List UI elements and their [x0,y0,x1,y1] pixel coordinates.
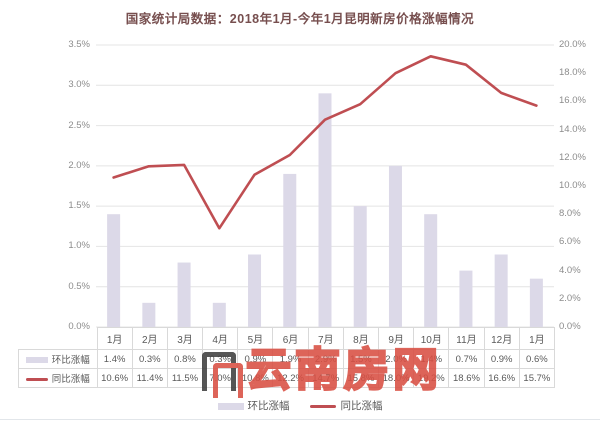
value-cell: 16.6% [483,368,520,388]
legend-item-mom: 环比涨幅 [217,400,290,412]
value-cell: 2.0% [377,349,415,369]
bar-6月 [283,173,297,327]
month-header-cell: 9月 [377,327,415,350]
y-axis-left-tick: 0.5% [68,280,90,292]
yoy-line-swatch-icon [310,404,337,408]
y-axis-left-tick: 0.0% [68,321,90,332]
bar-swatch-icon [25,357,48,364]
value-cell: 18.6% [448,368,485,388]
y-axis-left-tick: 1.5% [68,200,90,212]
line-swatch-icon [25,377,48,381]
value-cell: 2.9% [307,349,344,369]
legend-item-yoy: 同比涨幅 [310,400,382,412]
bar-8月 [353,206,367,327]
value-cell: 0.8% [166,349,204,369]
month-header-cell: 10月 [413,327,450,350]
bar-12月 [494,254,508,327]
bar-2月 [142,302,156,327]
value-cell: 0.9% [237,349,274,369]
value-cell: 1.5% [342,349,380,369]
y-axis-right-tick: 14.0% [559,123,586,135]
month-header-cell: 5月 [237,327,274,350]
y-axis-right-tick: 8.0% [559,208,581,220]
y-axis-right-tick: 18.0% [559,67,586,79]
value-cell: 1.9% [272,349,309,369]
y-axis-left-tick: 3.5% [68,39,90,50]
bar-4月 [212,302,226,327]
value-cell: 18.0% [377,368,415,388]
value-cell: 12.2% [272,368,309,388]
value-cell: 11.4% [131,368,168,388]
month-header-cell: 1月 [518,327,556,350]
value-cell: 0.7% [448,349,485,369]
value-cell: 0.3% [202,349,239,369]
value-cell: 14.7% [307,368,344,388]
bar-10月 [424,214,438,327]
month-header-cell: 11月 [448,327,485,350]
legend-yoy-label: 同比涨幅 [340,400,383,412]
table-corner-cell [19,328,98,350]
bar-1月 [107,214,121,327]
value-cell: 15.8% [342,368,380,388]
y-axis-right-tick: 2.0% [559,292,581,304]
bottom-divider [0,419,600,420]
month-header-cell: 12月 [483,327,520,350]
bar-11月 [459,270,473,327]
y-axis-right-tick: 10.0% [559,180,586,191]
value-cell: 11.5% [166,368,204,388]
month-header-cell: 7月 [307,327,344,350]
series-name: 同比涨幅 [51,374,90,385]
value-cell: 15.7% [518,368,556,388]
y-axis-right-tick: 6.0% [559,236,581,248]
value-cell: 10.6% [96,368,133,388]
y-axis-right-tick: 4.0% [559,264,581,276]
yoy-line [112,54,538,230]
month-header-cell: 1月 [96,327,133,350]
value-cell: 0.3% [131,349,168,369]
bar-5月 [248,254,262,327]
series-rowhead-line: 同比涨幅 [18,368,98,388]
value-cell: 7.0% [202,368,239,388]
month-header-cell: 6月 [272,327,309,350]
y-axis-right-tick: 16.0% [559,95,586,107]
chart-legend: 环比涨幅 同比涨幅 [0,398,600,413]
bar-7月 [318,93,332,327]
y-axis-right-tick: 20.0% [559,39,586,50]
value-cell: 10.8% [237,368,274,388]
y-axis-right-tick: 12.0% [559,151,586,163]
y-axis-right-tick: 0.0% [559,321,581,332]
y-axis-left-tick: 1.0% [68,240,90,252]
month-header-cell: 4月 [202,327,239,350]
data-table: 1月 2月 3月 4月 5月 6月 7月 8月 9月 10月 11月 12月 1月 环比涨幅 1.4% 0.3… [18,327,556,388]
value-cell: 1.4% [96,349,133,369]
series-name: 环比涨幅 [51,355,90,366]
mom-bar-swatch-icon [217,402,244,410]
value-cell: 0.9% [483,349,520,369]
y-axis-left-tick: 3.0% [68,79,90,91]
chart-title: 国家统计局数据：2018年1月-今年1月昆明新房价格涨幅情况 [125,12,475,26]
bar-9月 [388,165,402,327]
month-header-cell: 8月 [342,327,380,350]
y-axis-left-tick: 2.0% [68,159,90,171]
value-cell: 0.6% [518,349,556,369]
month-header-cell: 2月 [131,327,168,350]
bar-1月 [529,278,543,327]
value-cell: 1.4% [413,349,450,369]
value-cell: 19.2% [413,368,450,388]
y-axis-left-tick: 2.5% [68,119,90,131]
bar-3月 [177,262,191,327]
month-header-cell: 3月 [166,327,204,350]
series-rowhead-bar: 环比涨幅 [18,349,98,369]
legend-mom-label: 环比涨幅 [247,400,290,412]
